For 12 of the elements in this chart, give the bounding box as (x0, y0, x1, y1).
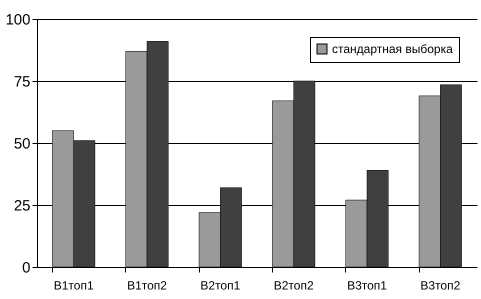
x-tick-label: В1топ1 (54, 278, 94, 292)
y-tick-label: 75 (14, 74, 30, 90)
x-tick-label: В3топ1 (347, 278, 388, 292)
x-tick-label: В2топ2 (274, 278, 314, 292)
x-tick-label: В2топ1 (200, 278, 241, 292)
y-tick-label: 50 (14, 136, 30, 152)
y-tick-label: 0 (22, 260, 30, 276)
y-tick-label: 25 (14, 198, 30, 214)
x-tick-label: В3топ2 (420, 278, 461, 292)
y-tick-label: 100 (5, 12, 30, 28)
x-tick-label: В1топ2 (127, 278, 168, 292)
legend-label: стандартная выборка (332, 42, 454, 56)
